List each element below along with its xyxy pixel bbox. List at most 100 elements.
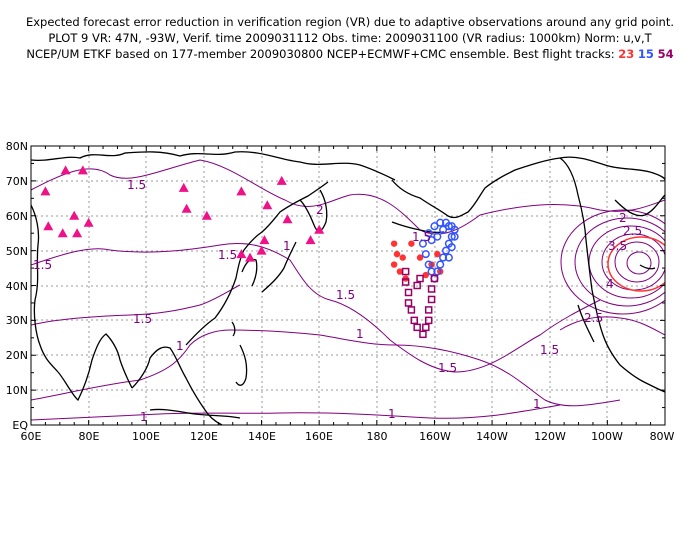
contour-label: 1 (176, 339, 184, 353)
observation-site-triangle (262, 200, 273, 210)
contour-ring-6 (626, 251, 652, 275)
lon-label: 140E (248, 430, 276, 443)
track-54-point (404, 288, 413, 297)
track-15-point (439, 225, 448, 234)
observation-site-triangle (83, 217, 94, 227)
contour-label: 1 (356, 327, 364, 341)
contour-label: 1.5 (218, 248, 237, 262)
lon-label: 180 (367, 430, 388, 443)
graticule (31, 146, 665, 425)
coast-hudson (614, 194, 665, 217)
lat-label: 20N (6, 349, 28, 362)
coast-na-west (559, 157, 665, 393)
header-line-1: Expected forecast error reduction in ver… (25, 15, 675, 29)
track-54-point (407, 306, 416, 314)
lon-label: 100E (132, 430, 160, 443)
contour-label: 1.5 (336, 288, 355, 302)
contour-label: 2.5 (623, 224, 642, 238)
track-23-point (390, 240, 398, 247)
track-15-point (441, 246, 451, 255)
track-54-label: 54 (657, 47, 674, 61)
contour-labels: 1.5 1.5 1.5 1.5 1.5 1.5 1.5 1.5 1 1 1 1 … (33, 178, 642, 424)
track-23-point (416, 254, 424, 261)
observation-site-triangle (40, 186, 51, 196)
track-54-point (427, 285, 436, 293)
header-line-3-text: NCEP/UM ETKF based on 177-member 2009030… (26, 47, 615, 61)
flight-track-54 (401, 267, 439, 339)
lat-label: 10N (6, 384, 28, 397)
lat-label: 60N (6, 210, 28, 223)
track-54-point (419, 330, 427, 339)
lat-label: 80N (6, 140, 28, 153)
contour-label: 1.5 (412, 230, 431, 244)
contour-ring-2 (574, 217, 665, 307)
observation-sites (40, 165, 325, 262)
coast-aleutians (391, 221, 445, 234)
contour-label: 3.5 (608, 239, 627, 253)
track-15-point (441, 218, 451, 227)
observation-site-triangle (43, 221, 54, 231)
observation-site-triangle (282, 214, 293, 224)
track-23-point (393, 250, 401, 258)
track-54-point (404, 299, 413, 307)
track-54-point (410, 316, 419, 325)
coast-taiwan (231, 321, 236, 337)
contour-1-bottom (31, 404, 561, 421)
coast-se-asia (131, 346, 223, 425)
lon-label: 120W (534, 430, 566, 443)
contour-1-5-west (31, 242, 601, 373)
track-15-point (418, 239, 427, 248)
coast-siberia-north (31, 151, 396, 181)
contour-label: 1.5 (133, 312, 152, 326)
track-54-point (401, 267, 410, 276)
track-54-point (427, 295, 436, 304)
contour-ring-1 (560, 209, 665, 315)
track-15-point (447, 222, 456, 231)
contour-1-5-lower (31, 284, 241, 326)
track-54-point (424, 316, 433, 325)
track-15-point (436, 218, 445, 227)
lat-label: EQ (12, 419, 28, 432)
header-line-3: NCEP/UM ETKF based on 177-member 2009030… (0, 46, 700, 62)
lon-label: 120E (190, 430, 218, 443)
contour-label: 1 (283, 239, 291, 253)
track-15-point (447, 243, 456, 252)
longitude-labels: 60E 80E 100E 120E 140E 160E 180 160W 140… (21, 430, 675, 443)
lat-label: 70N (6, 175, 28, 188)
lon-label: 60E (21, 430, 42, 443)
track-15-label: 15 (637, 47, 654, 61)
lat-label: 40N (6, 280, 28, 293)
observation-site-triangle (305, 235, 316, 245)
observation-site-triangle (201, 210, 212, 220)
track-54-point (430, 274, 439, 283)
header-line-2: PLOT 9 VR: 47N, -93W, Verif. time 200903… (48, 31, 652, 45)
contour-label: 4 (606, 277, 614, 291)
observation-site-triangle (245, 252, 256, 262)
track-15-point (439, 253, 448, 262)
lon-label: 80W (650, 430, 675, 443)
coast-china (185, 181, 329, 346)
contour-label: 1.5 (438, 361, 457, 375)
verification-region-circle (607, 236, 665, 292)
track-15-point (433, 232, 442, 241)
contour-label: 1.5 (33, 258, 52, 272)
track-15-point (430, 222, 439, 231)
observation-site-triangle (72, 228, 83, 238)
contour-label: 2.5 (584, 311, 603, 325)
track-23-point (422, 271, 430, 279)
track-54-point (413, 323, 421, 332)
coast-great-lakes (639, 264, 656, 270)
lon-label: 160W (419, 430, 451, 443)
coast-indonesia (149, 408, 241, 419)
coast-canada-arctic (559, 156, 665, 181)
track-15-point (450, 232, 459, 241)
observation-site-triangle (57, 228, 68, 238)
observation-site-triangle (181, 203, 192, 213)
lon-label: 100W (591, 430, 623, 443)
coastlines (31, 151, 665, 425)
observation-site-triangle (69, 210, 80, 220)
track-15-point (421, 250, 430, 259)
observation-site-triangle (314, 224, 325, 234)
plot-header: Expected forecast error reduction in ver… (0, 14, 700, 62)
